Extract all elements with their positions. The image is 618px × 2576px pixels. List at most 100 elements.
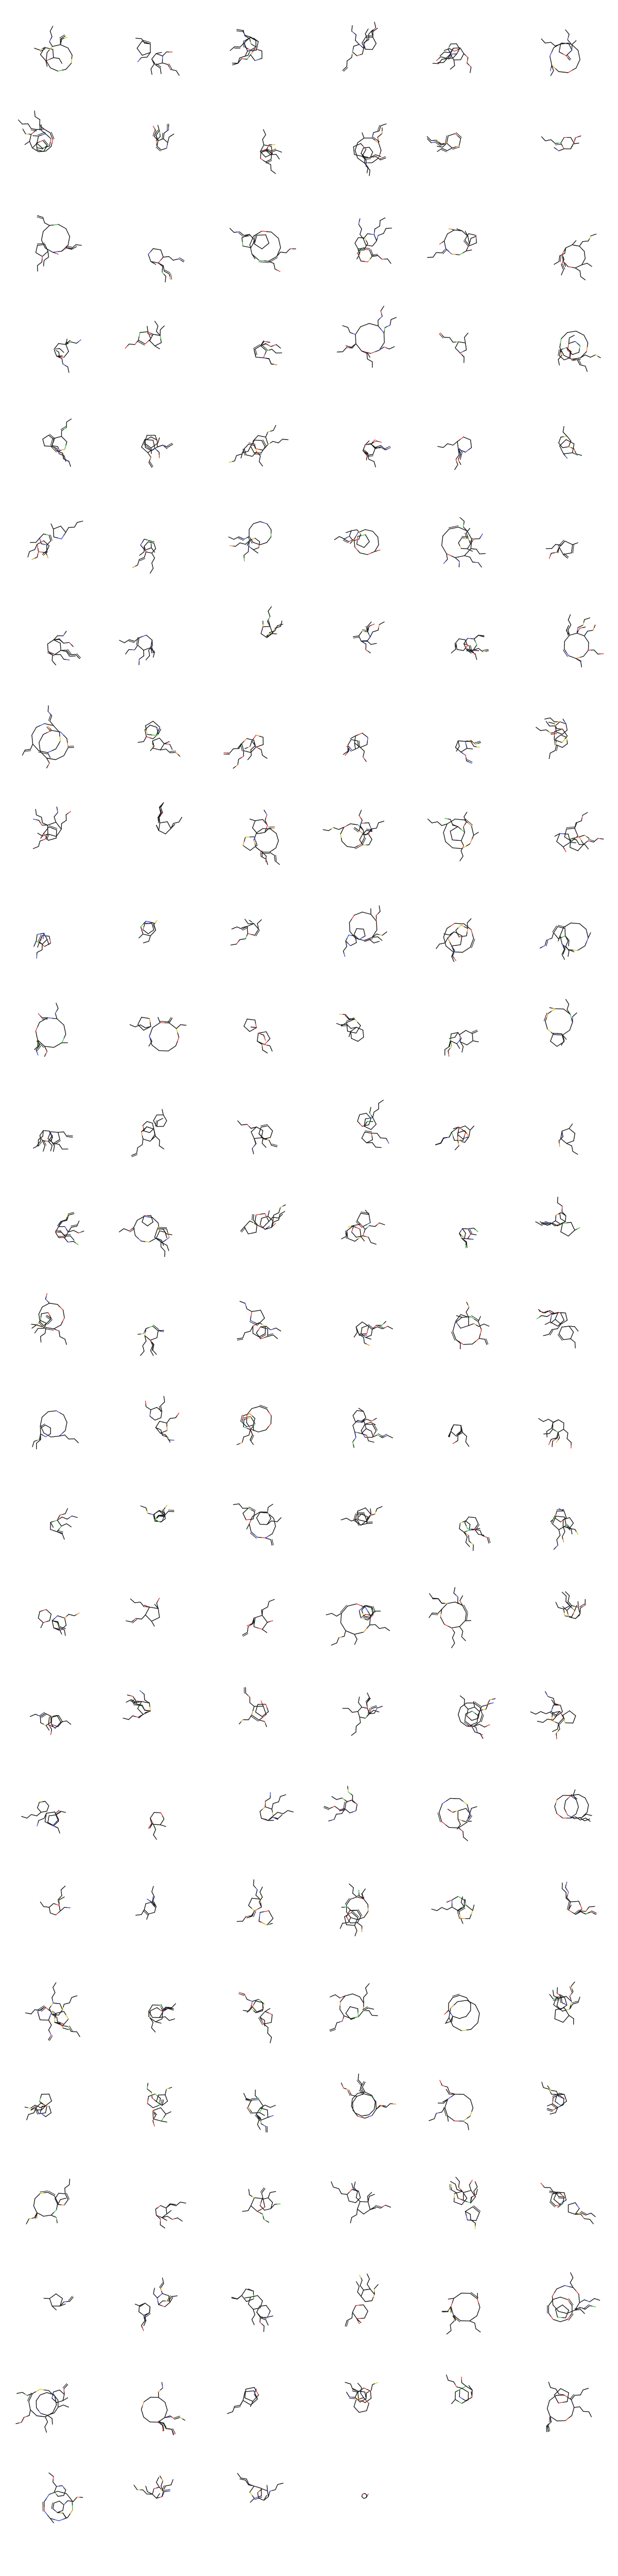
bond: [474, 1318, 479, 1322]
bond: [366, 640, 369, 643]
bond: [248, 539, 250, 544]
bond: [150, 1338, 154, 1341]
bond: [40, 1334, 43, 1337]
bond: [443, 143, 448, 144]
bond: [365, 1121, 368, 1125]
bond: [36, 815, 40, 817]
bond: [179, 257, 185, 261]
bond: [242, 245, 248, 247]
bond: [22, 752, 24, 756]
bond: [573, 633, 578, 635]
bond: [564, 743, 568, 746]
bond: [139, 657, 142, 660]
bond: [560, 338, 562, 344]
bond: [558, 734, 561, 737]
bond: [157, 450, 160, 453]
bond: [55, 744, 59, 750]
bond: [252, 39, 256, 41]
bond: [253, 923, 257, 927]
bond: [367, 552, 372, 555]
bond: [256, 539, 260, 543]
bond: [475, 641, 477, 646]
bond: [559, 254, 563, 257]
bond: [71, 247, 75, 250]
bond: [150, 248, 154, 252]
bond: [244, 537, 247, 540]
bond: [577, 343, 581, 346]
bond: [449, 525, 459, 528]
bond: [285, 439, 289, 440]
bond: [152, 1238, 157, 1241]
bond: [252, 1145, 255, 1149]
bond: [160, 746, 163, 751]
bond: [146, 647, 151, 650]
bond: [233, 537, 237, 540]
bond: [52, 139, 54, 144]
bond: [459, 555, 465, 557]
bond: [362, 1321, 366, 1325]
bond: [451, 133, 456, 135]
bond: [366, 36, 368, 40]
bond: [252, 46, 256, 49]
bond: [255, 1310, 261, 1312]
bond: [276, 1219, 279, 1222]
bond: [37, 1052, 39, 1056]
bond: [569, 440, 572, 445]
bond: [575, 143, 579, 144]
bond: [348, 530, 352, 532]
bond: [143, 648, 148, 651]
bond: [239, 44, 243, 48]
bond: [261, 633, 265, 636]
bond: [365, 243, 368, 247]
bond: [158, 262, 162, 265]
bond: [42, 1333, 46, 1335]
bond: [156, 1022, 161, 1026]
bond: [445, 135, 448, 143]
bond: [276, 833, 278, 838]
bond: [148, 1408, 151, 1410]
bond: [151, 560, 154, 564]
bond: [153, 438, 158, 441]
bond: [370, 914, 374, 918]
bond: [593, 233, 597, 235]
bond: [265, 155, 269, 158]
bond: [268, 633, 271, 636]
bond: [564, 935, 568, 939]
bond: [42, 833, 44, 837]
bond: [567, 349, 571, 353]
bond: [46, 224, 50, 226]
bond: [49, 224, 55, 226]
bond: [253, 844, 258, 849]
bond: [39, 145, 43, 149]
bond: [249, 755, 252, 758]
bond: [36, 1441, 39, 1444]
bond: [483, 1324, 487, 1326]
bond: [454, 467, 457, 470]
molecule-structure: [539, 922, 591, 960]
bond: [275, 844, 278, 849]
bond: [53, 725, 57, 730]
bond: [159, 1145, 162, 1148]
bond: [159, 805, 162, 808]
bond: [141, 1131, 143, 1136]
bond: [35, 539, 38, 543]
bond: [148, 540, 154, 543]
bond: [63, 247, 66, 250]
bond: [274, 857, 276, 861]
bond: [436, 58, 439, 61]
bond: [467, 556, 471, 558]
bond: [54, 447, 58, 449]
bond: [138, 559, 140, 563]
bond: [142, 1123, 146, 1126]
bond: [557, 833, 560, 836]
molecule-structure: [451, 1301, 490, 1350]
bond: [360, 260, 365, 262]
bond: [574, 451, 577, 454]
bond: [244, 1226, 247, 1231]
bond: [45, 1298, 48, 1302]
bond: [373, 231, 375, 235]
bond: [364, 758, 367, 762]
bond: [156, 323, 159, 327]
bond: [543, 729, 547, 731]
bond: [443, 827, 446, 833]
